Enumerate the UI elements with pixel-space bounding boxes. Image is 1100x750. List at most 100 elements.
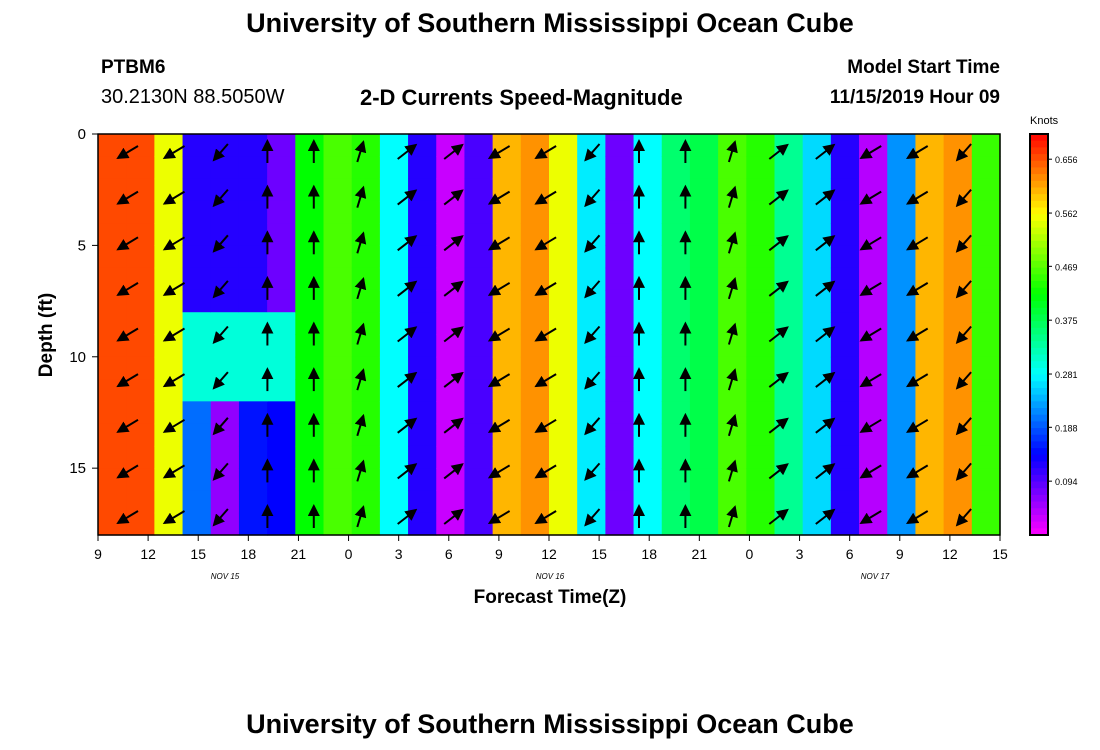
current-arrow [162,236,186,251]
heatmap-cell [154,490,184,514]
heatmap-cell [577,401,606,425]
heatmap-cell [661,379,691,402]
heatmap-cell [182,468,212,492]
heatmap-cell [830,134,860,157]
heatmap-cell [210,312,240,336]
heatmap-cell [774,401,804,425]
x-axis-label: Forecast Time(Z) [474,587,627,608]
heatmap-cell [746,178,776,202]
heatmap-cell [210,401,240,425]
colorbar-tick-label: 0.375 [1055,316,1078,326]
heatmap-cell [98,401,127,425]
heatmap-cell [577,200,606,224]
heatmap-cell [746,267,776,291]
current-arrow [354,368,367,391]
heatmap-cell [492,468,522,492]
heatmap-cell [520,490,550,514]
heatmap-cell [887,468,917,492]
heatmap-cell [887,223,917,246]
current-arrow [726,231,738,254]
heatmap-cell [126,134,155,157]
heatmap-cell [323,512,353,536]
heatmap-cell [379,401,409,425]
current-arrow [955,143,972,162]
heatmap-cell [915,356,945,380]
heatmap-cell [633,312,663,336]
heatmap-cell [859,423,888,447]
heatmap-cell [351,401,381,425]
heatmap-cell [577,289,606,313]
heatmap-cell [915,468,945,492]
heatmap-cell [689,245,719,269]
current-arrow [955,325,972,345]
current-arrow [815,417,836,434]
heatmap-cell [182,512,212,536]
heatmap-cell [577,223,606,246]
heatmap-cell [549,468,578,492]
current-arrow [584,325,601,345]
current-arrow [726,140,738,163]
colorbar-swatch [1030,481,1048,489]
colorbar-swatch [1030,140,1048,149]
heatmap-cell [943,356,973,380]
heatmap-cell [238,356,268,380]
heatmap-cell [492,401,522,425]
current-arrow [354,322,367,345]
heatmap-cell [661,423,691,447]
heatmap-cell [633,134,663,157]
heatmap-cell [605,156,635,180]
heatmap-cell [633,379,663,402]
heatmap-cell [267,379,296,402]
colorbar-unit-label: Knots [1030,115,1059,127]
current-arrow [859,236,882,251]
colorbar-swatch [1030,194,1048,202]
heatmap-cell [323,334,353,358]
heatmap-cell [126,356,155,380]
heatmap-cell [689,490,719,514]
current-arrow [584,371,601,390]
heatmap-cell [830,356,860,380]
current-arrow [815,235,836,252]
x-tick-label: 9 [896,546,904,562]
heatmap-cell [492,445,522,469]
heatmap-cell [267,178,296,202]
current-arrow [212,280,229,299]
colorbar-swatch [1030,508,1048,516]
colorbar-swatch [1030,474,1048,483]
heatmap-cell [689,200,719,224]
current-arrow [354,140,367,163]
current-arrow [354,413,367,437]
model-start-time: 11/15/2019 Hour 09 [829,87,1000,108]
heatmap-cell [323,490,353,514]
heatmap-cell [408,334,437,358]
heatmap-cell [633,223,663,246]
heatmap-cell [267,401,296,425]
colorbar-swatch [1030,354,1048,362]
heatmap-cell [98,200,127,224]
current-arrow [768,189,789,206]
current-arrow [905,510,929,525]
heatmap-cell [323,289,353,313]
heatmap-cell [408,445,437,469]
heatmap-cell [379,178,409,202]
current-arrow [116,464,139,479]
heatmap-cell [549,423,578,447]
colorbar-swatch [1030,514,1048,523]
chart-subtitle: 2-D Currents Speed-Magnitude [360,85,683,110]
x-tick-label: 6 [846,546,854,562]
heatmap-cell [379,289,409,313]
heatmap-cell [887,312,917,336]
current-arrow [397,508,418,525]
heatmap-cell [408,423,437,447]
current-arrow [162,373,186,388]
heatmap-cell [633,334,663,358]
heatmap-cell [830,178,860,202]
heatmap-cell [267,334,296,358]
heatmap-cell [182,289,212,313]
heatmap-cell [689,468,719,492]
current-arrow [534,190,557,205]
current-arrow [116,190,139,205]
heatmap-cell [154,223,184,246]
colorbar-swatch [1030,434,1048,443]
heatmap-cell [661,200,691,224]
